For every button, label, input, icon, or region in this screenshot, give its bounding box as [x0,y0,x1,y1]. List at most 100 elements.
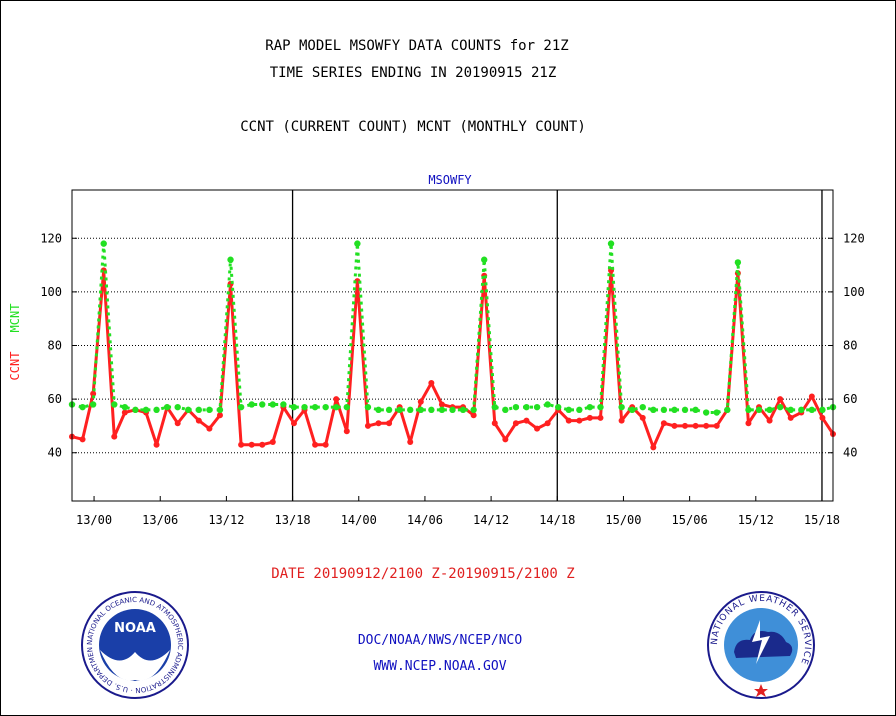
mcnt-point [280,401,287,408]
y-tick-label-left: 100 [40,285,62,299]
mcnt-point [745,406,752,414]
mcnt-point [734,259,742,266]
ccnt-point [364,422,371,429]
ccnt-point [639,414,646,421]
ccnt-point [713,422,720,429]
ccnt-point [407,439,414,446]
ccnt-point [174,420,181,427]
ccnt-point [333,396,340,403]
x-tick-label: 14/00 [341,513,377,527]
mcnt-point [586,403,594,411]
website-link[interactable]: WWW.NCEP.NOAA.GOV [373,659,507,674]
mcnt-point [364,403,372,411]
x-tick-label: 13/00 [76,513,112,527]
mcnt-point [100,240,107,247]
mcnt-point [565,406,572,414]
mcnt-point [660,406,668,414]
chart-subtitle: CCNT (CURRENT COUNT) MCNT (MONTHLY COUNT… [240,119,586,135]
mcnt-point [385,406,393,414]
mcnt-point [618,403,625,411]
x-tick-label: 14/06 [407,513,443,527]
mcnt-point [343,403,351,411]
mcnt-point [628,406,636,414]
mcnt-point [396,406,403,414]
mcnt-point [153,406,160,414]
mcnt-point [766,406,773,414]
mcnt-point [185,406,192,414]
mcnt-point [713,409,720,416]
ccnt-point [111,433,118,440]
mcnt-point [290,403,298,411]
y-tick-label-right: 40 [843,446,857,460]
x-tick-labels: 13/00 13/06 13/12 13/18 14/00 14/06 14/12 14/18… [76,513,840,527]
ccnt-point [248,441,255,448]
date-range-label: DATE 20190912/2100 Z-20190915/2100 Z [271,566,575,582]
ccnt-point [259,441,266,448]
ccnt-point [766,417,773,424]
mcnt-point [89,401,97,408]
mcnt-point [650,406,657,414]
mcnt-point [142,406,150,414]
ccnt-point [586,414,593,421]
panel-title: MSOWFY [428,173,472,187]
ccnt-point [512,420,519,427]
mcnt-point [523,403,530,411]
mcnt-point [216,406,224,414]
mcnt-point [597,403,604,411]
plot-area-border [71,189,834,502]
x-tick-label: 14/12 [473,513,509,527]
ccnt-point [428,380,435,387]
ccnt-point [682,422,689,429]
ylabel-mcnt: MCNT [8,304,22,333]
mcnt-point [237,403,245,411]
mcnt-point [195,406,203,414]
ccnt-point [195,417,202,424]
ccnt-point [650,444,657,451]
mcnt-point [554,403,562,411]
ccnt-point [417,398,424,405]
x-tick-label: 13/12 [208,513,244,527]
mcnt-point [470,406,477,414]
ccnt-point [386,420,393,427]
mcnt-point [607,240,615,247]
mcnt-point [354,240,361,247]
mcnt-point [692,406,699,414]
mcnt-point [533,403,541,411]
mcnt-point [322,403,329,411]
ccnt-point [238,441,245,448]
ccnt-point [671,422,678,429]
ccnt-point [565,417,572,424]
mcnt-point [671,406,678,414]
ccnt-series [69,267,836,451]
nws-logo: NATIONAL WEATHER SERVICE [707,591,815,699]
org-label[interactable]: DOC/NOAA/NWS/NCEP/NCO [357,633,523,648]
x-tick-label: 13/18 [275,513,311,527]
mcnt-point [428,406,435,414]
star-icon [754,684,768,697]
y-tick-label-left: 120 [40,231,62,245]
ccnt-point [438,401,445,408]
ccnt-point [290,420,297,427]
y-tick-label-right: 100 [843,285,865,299]
ccnt-point [206,425,213,432]
ccnt-point [745,420,752,427]
ccnt-point [312,441,319,448]
ccnt-point [534,425,541,432]
mcnt-point [206,406,213,414]
ccnt-point [660,420,667,427]
mcnt-point [111,401,118,408]
ccnt-point [216,412,223,419]
mcnt-point [121,403,129,411]
mcnt-point [459,406,467,414]
mcnt-point [449,406,456,414]
mcnt-point [639,403,646,411]
ccnt-point [269,439,276,446]
mcnt-point [702,409,710,416]
mcnt-point [269,401,277,408]
mcnt-point [311,403,319,411]
ccnt-point [808,393,815,400]
mcnt-point [544,401,551,408]
mcnt-point [755,406,763,414]
ccnt-point [576,417,583,424]
